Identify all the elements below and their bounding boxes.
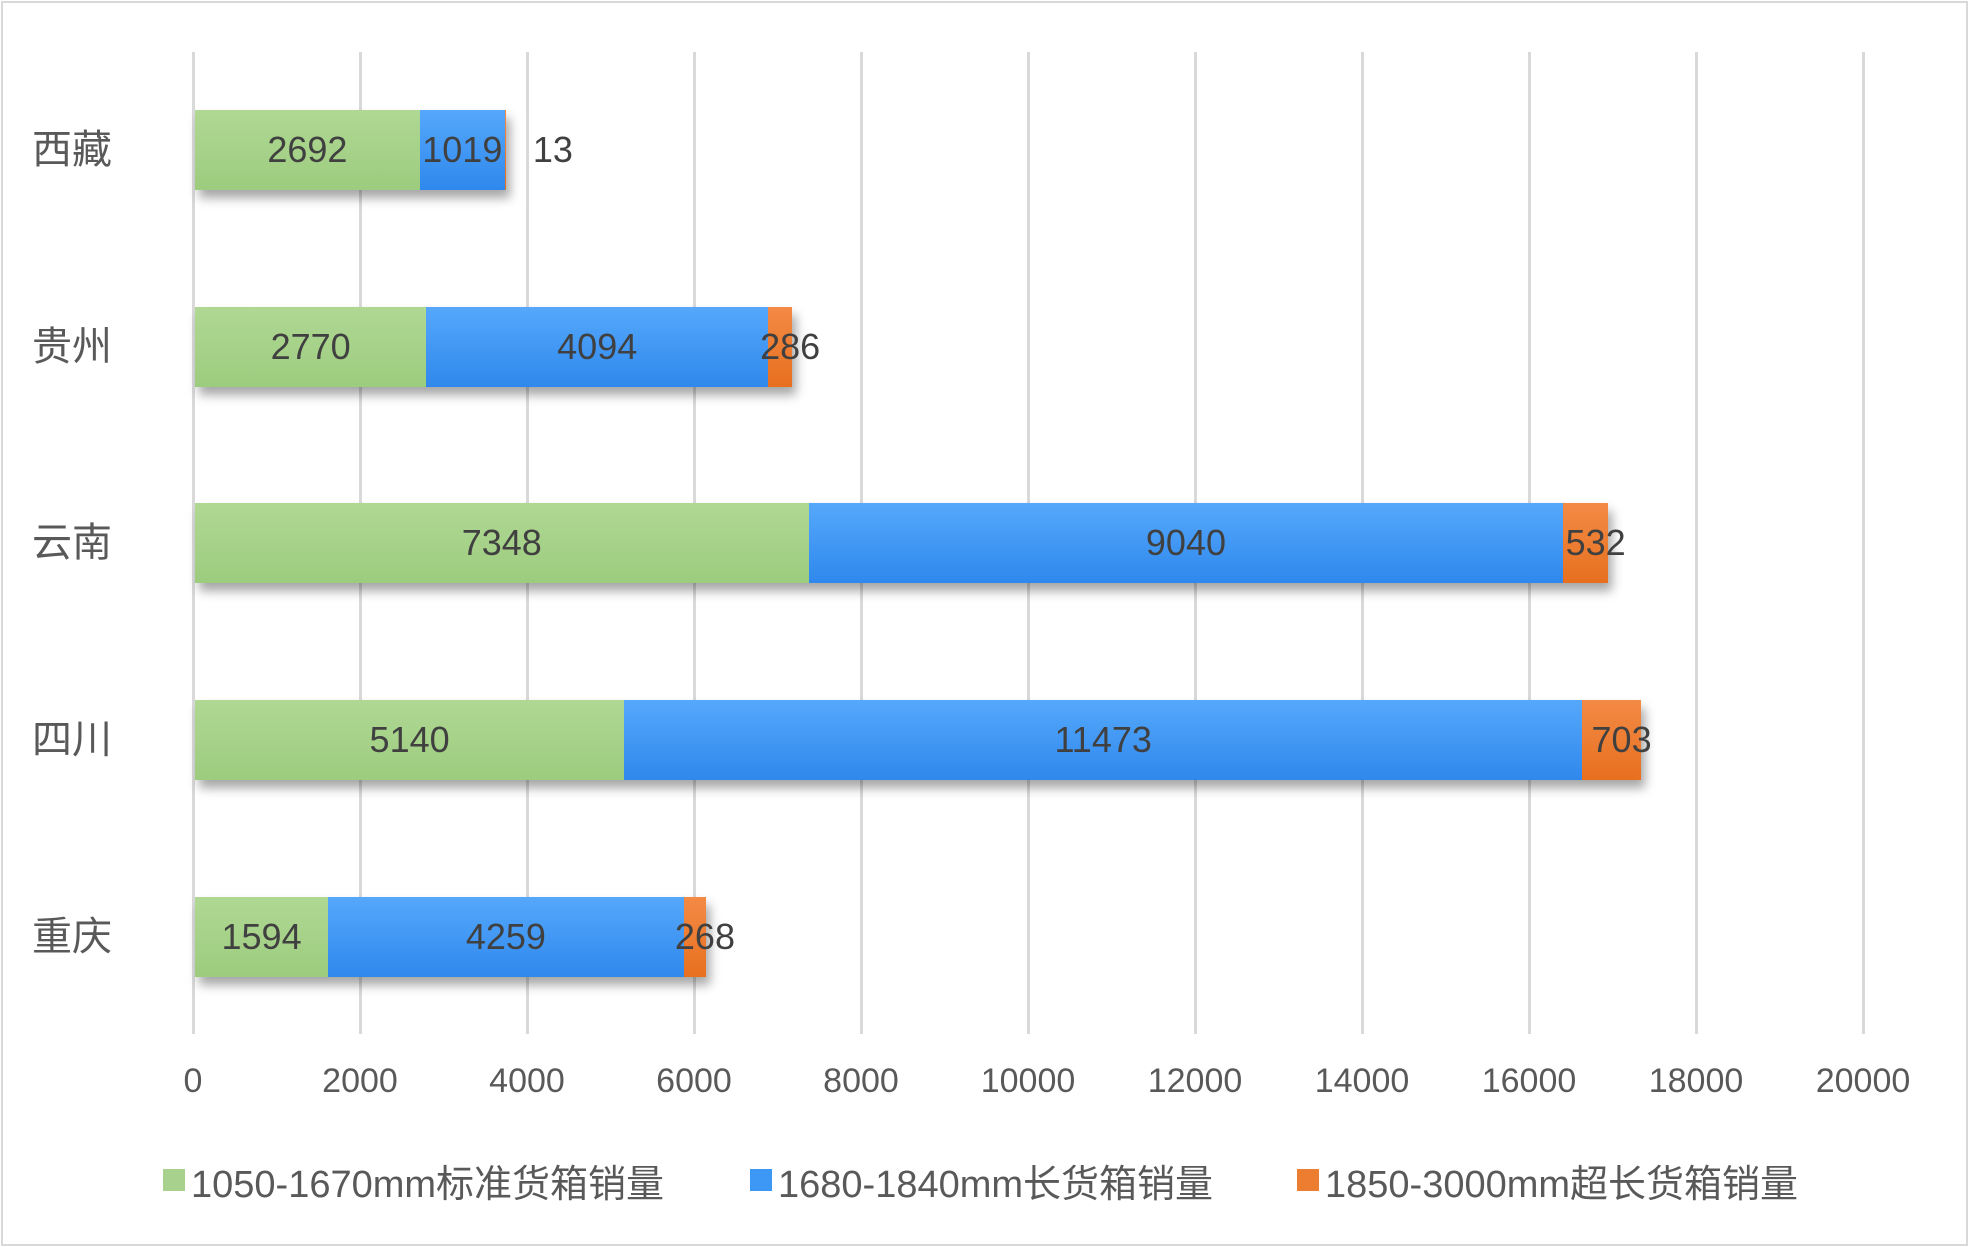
category-label: 四川 xyxy=(32,717,112,763)
bar-row[interactable]: 1594 4259 268 xyxy=(195,897,735,977)
x-tick-label: 4000 xyxy=(489,1062,565,1100)
data-label: 2692 xyxy=(267,129,348,170)
category-label: 西藏 xyxy=(32,127,112,173)
data-label: 13 xyxy=(532,129,573,170)
data-label: 1019 xyxy=(422,129,503,170)
legend-label: 1050-1670mm标准货箱销量 xyxy=(191,1163,665,1206)
legend-swatch-blue xyxy=(750,1169,772,1191)
bar-segment[interactable] xyxy=(328,897,684,977)
x-tick-label: 16000 xyxy=(1481,1062,1577,1100)
category-label: 贵州 xyxy=(32,324,112,370)
bar-segment[interactable] xyxy=(768,307,793,387)
data-label: 703 xyxy=(1591,719,1652,760)
bar-segment[interactable] xyxy=(624,700,1583,780)
axis-line xyxy=(192,52,195,1034)
bar-segment[interactable] xyxy=(683,897,707,977)
legend-label: 1680-1840mm长货箱销量 xyxy=(778,1163,1214,1206)
legend-swatch-orange xyxy=(1297,1169,1319,1191)
data-label: 5140 xyxy=(369,719,450,760)
x-tick-label: 18000 xyxy=(1648,1062,1744,1100)
x-tick-label: 12000 xyxy=(1147,1062,1243,1100)
bar-segment[interactable] xyxy=(1563,503,1608,583)
legend-item-standard[interactable]: 1050-1670mm标准货箱销量 xyxy=(163,1150,664,1210)
legend-label: 1850-3000mm超长货箱销量 xyxy=(1325,1163,1799,1206)
bar-row[interactable]: 2692 1019 13 xyxy=(195,110,573,190)
legend: 1050-1670mm标准货箱销量 1680-1840mm长货箱销量 1850-… xyxy=(0,1150,1969,1210)
bar-segment[interactable] xyxy=(808,503,1564,583)
data-label: 532 xyxy=(1565,522,1626,563)
x-tick-label: 10000 xyxy=(980,1062,1076,1100)
data-label: 268 xyxy=(674,916,735,957)
bar-segment[interactable] xyxy=(195,503,809,583)
bar-segment[interactable] xyxy=(195,700,625,780)
x-tick-label: 2000 xyxy=(322,1062,398,1100)
x-tick-label: 8000 xyxy=(823,1062,899,1100)
bar-segment[interactable] xyxy=(419,110,505,190)
bar-segment[interactable] xyxy=(426,307,769,387)
legend-swatch-green xyxy=(163,1169,185,1191)
x-tick-label: 0 xyxy=(183,1062,203,1100)
data-label: 11473 xyxy=(1054,719,1152,760)
x-tick-label: 14000 xyxy=(1314,1062,1410,1100)
category-label: 重庆 xyxy=(32,914,112,960)
bar-segment[interactable] xyxy=(1582,700,1641,780)
bar-row[interactable]: 2770 4094 286 xyxy=(195,307,820,387)
x-tick-label: 6000 xyxy=(656,1062,732,1100)
data-label: 286 xyxy=(760,326,821,367)
bar-segment[interactable] xyxy=(195,897,329,977)
bar-row[interactable]: 7348 9040 532 xyxy=(195,503,1626,583)
x-tick-label: 20000 xyxy=(1815,1062,1911,1100)
data-label: 7348 xyxy=(461,522,542,563)
category-label: 云南 xyxy=(32,520,112,566)
bar-segment[interactable] xyxy=(504,110,506,190)
bar-row[interactable]: 5140 11473 703 xyxy=(195,700,1652,780)
data-label: 9040 xyxy=(1145,522,1226,563)
data-label: 4259 xyxy=(465,916,546,957)
legend-item-extra-long[interactable]: 1850-3000mm超长货箱销量 xyxy=(1297,1150,1798,1210)
legend-item-long[interactable]: 1680-1840mm长货箱销量 xyxy=(750,1150,1213,1210)
data-label: 4094 xyxy=(557,326,638,367)
data-label: 1594 xyxy=(221,916,302,957)
gridline xyxy=(1862,52,1865,1034)
gridline xyxy=(1695,52,1698,1034)
bar-segment[interactable] xyxy=(195,110,420,190)
bar-segment[interactable] xyxy=(195,307,427,387)
data-label: 2770 xyxy=(270,326,351,367)
